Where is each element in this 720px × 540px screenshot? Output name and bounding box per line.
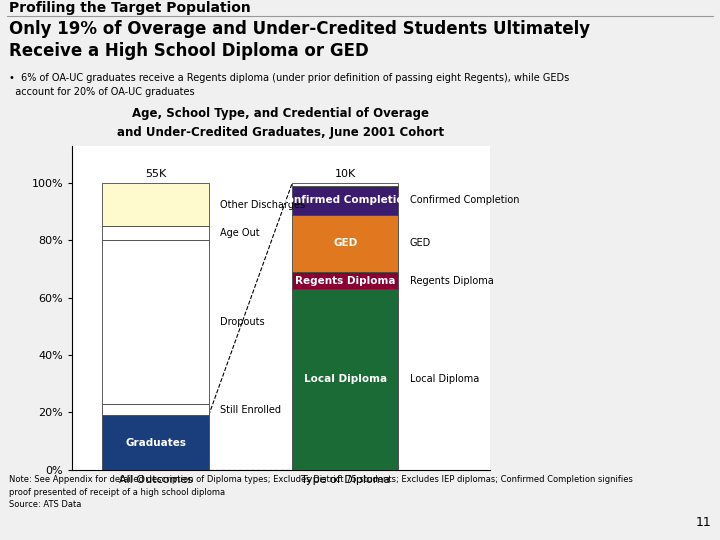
Text: Other Discharges: Other Discharges [220, 200, 305, 210]
Text: Local Diploma: Local Diploma [410, 374, 479, 384]
Bar [102, 183, 209, 226]
Bar [292, 186, 398, 214]
Text: 55K: 55K [145, 169, 166, 179]
Bar [292, 183, 398, 186]
Bar [292, 289, 398, 470]
Text: Profiling the Target Population: Profiling the Target Population [9, 1, 251, 15]
Text: Local Diploma: Local Diploma [304, 374, 387, 384]
Bar [102, 415, 209, 470]
Bar [292, 214, 398, 272]
Text: Confirmed Completion: Confirmed Completion [279, 195, 411, 205]
Bar [292, 272, 398, 289]
Text: •  6% of OA-UC graduates receive a Regents diploma (under prior definition of pa: • 6% of OA-UC graduates receive a Regent… [9, 73, 569, 97]
Text: 10K: 10K [335, 169, 356, 179]
Text: Confirmed Completion: Confirmed Completion [410, 195, 519, 205]
Text: Age, School Type, and Credential of Overage: Age, School Type, and Credential of Over… [132, 107, 429, 120]
Text: Regents Diploma: Regents Diploma [410, 275, 494, 286]
Text: Only 19% of Overage and Under-Credited Students Ultimately
Receive a High School: Only 19% of Overage and Under-Credited S… [9, 21, 590, 60]
Text: GED: GED [333, 238, 357, 248]
Bar [102, 240, 209, 404]
Text: 11: 11 [696, 516, 711, 529]
Text: Graduates: Graduates [125, 437, 186, 448]
Text: GED: GED [410, 238, 431, 248]
Text: Regents Diploma: Regents Diploma [295, 275, 395, 286]
Text: and Under-Credited Graduates, June 2001 Cohort: and Under-Credited Graduates, June 2001 … [117, 126, 444, 139]
Text: Note: See Appendix for detailed description of Diploma types; Excludes District : Note: See Appendix for detailed descript… [9, 475, 632, 509]
Bar [102, 404, 209, 415]
Text: Dropouts: Dropouts [220, 317, 265, 327]
Text: Still Enrolled: Still Enrolled [220, 404, 281, 415]
Bar [102, 226, 209, 240]
Text: Age Out: Age Out [220, 228, 260, 238]
